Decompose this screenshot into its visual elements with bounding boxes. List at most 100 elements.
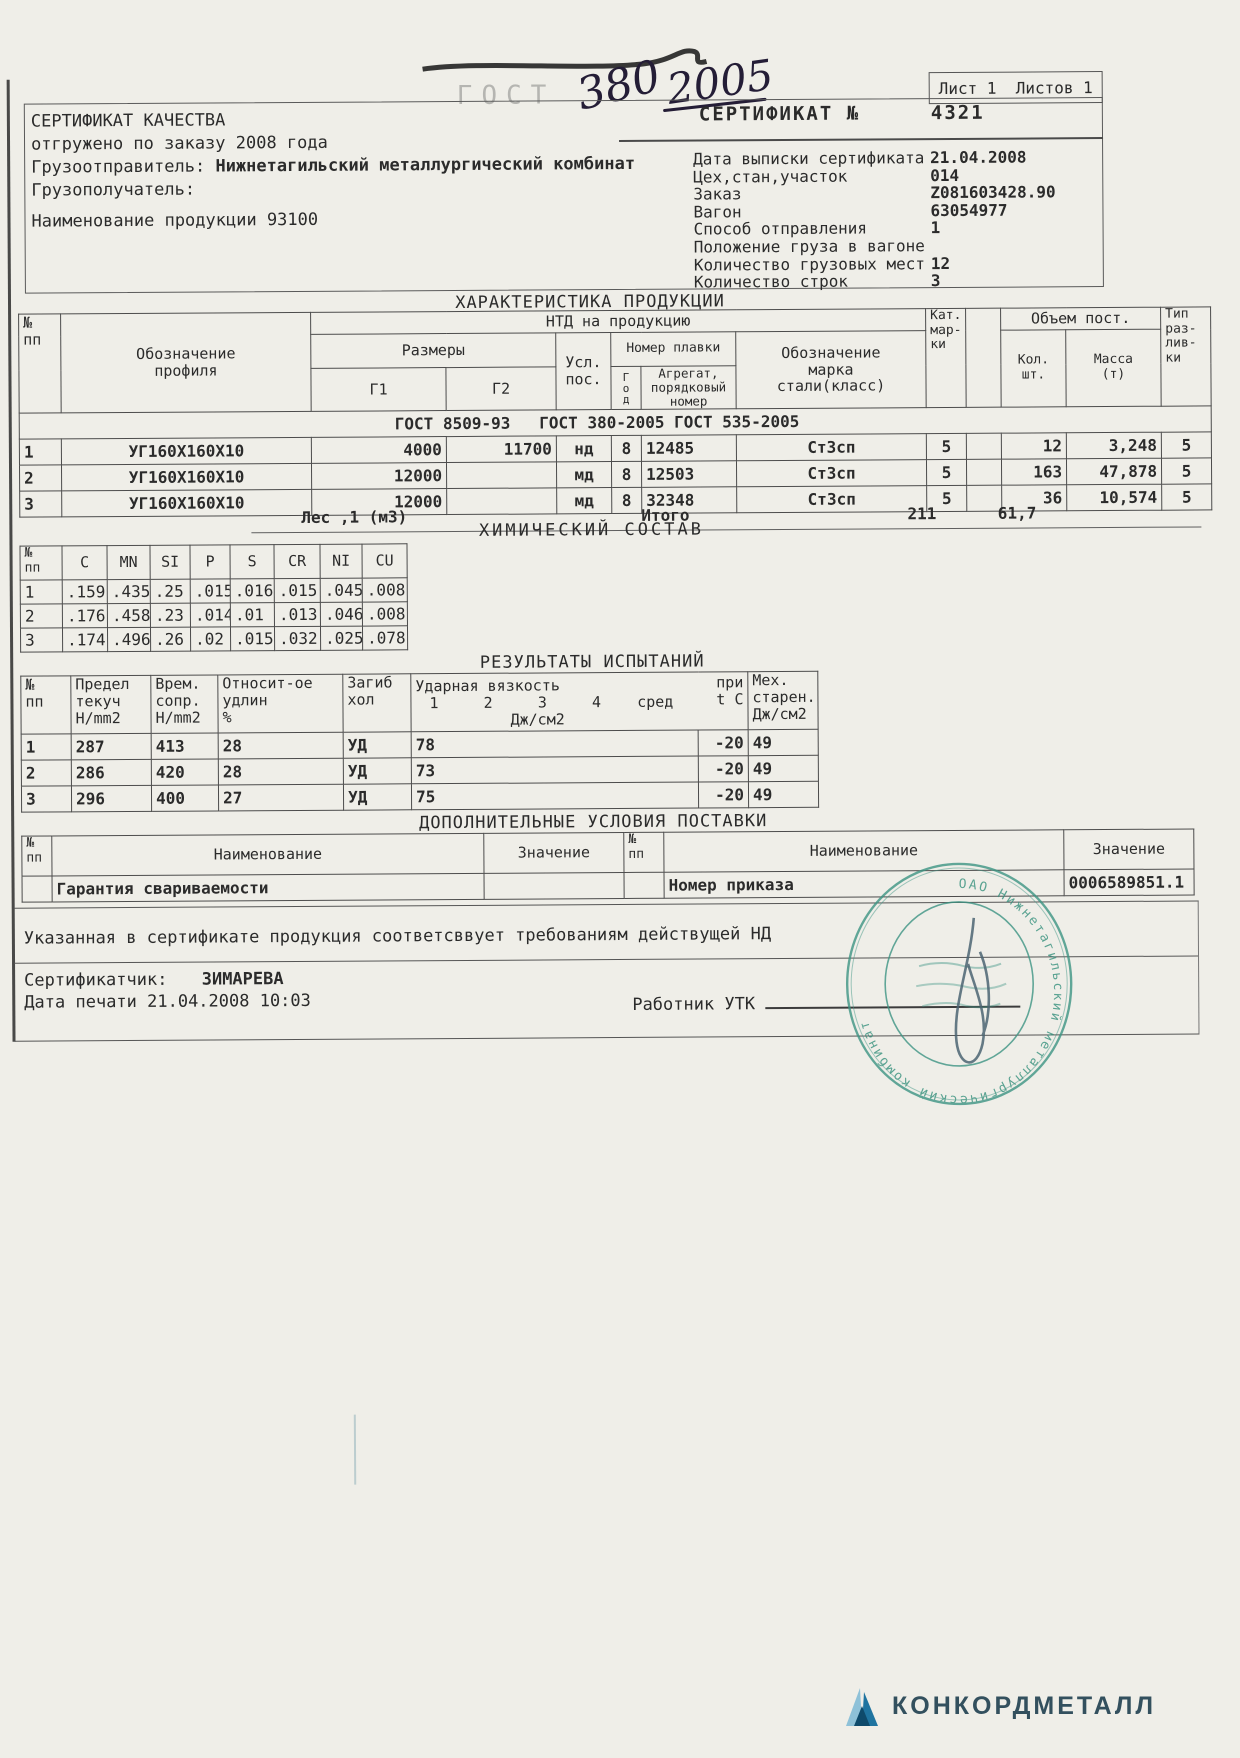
table-cell: .01 <box>230 602 275 627</box>
table-cell: 400 <box>151 784 219 812</box>
table-cell <box>446 487 557 515</box>
scan-smear-artifact <box>422 48 708 72</box>
table-cell <box>22 875 53 903</box>
table-cell <box>446 461 557 489</box>
col-g1: Г1 <box>310 367 447 412</box>
table-cell: 420 <box>151 758 219 786</box>
table-cell: УД <box>343 783 412 811</box>
col-silicon: SI <box>149 545 191 580</box>
col-yield-strength: Предел текуч Н/mm2 <box>70 675 152 734</box>
table-cell: 28 <box>218 758 344 785</box>
col-year: Г о д <box>610 366 642 410</box>
certificate-number-value: 4321 <box>930 101 985 125</box>
col-num-2: № пп <box>623 832 664 873</box>
col-profile: Обозначение профиля <box>60 312 312 413</box>
table-cell <box>966 433 1002 460</box>
table-cell: 49 <box>748 781 819 808</box>
col-name-1: Наименование <box>51 833 484 876</box>
table-cell: .176 <box>62 603 108 628</box>
col-blank <box>965 308 1002 408</box>
table-cell: 1 <box>19 438 62 466</box>
header-right-fields: Дата выписки сертификата 21.04.2008 Цех,с… <box>693 147 1102 292</box>
col-sulfur: S <box>229 544 275 579</box>
col-aggregate: Агрегат, порядковый номер <box>640 365 737 410</box>
table-cell: .02 <box>190 626 231 652</box>
table-cell: 3 <box>21 785 72 813</box>
scan-edge-artifact <box>6 79 16 1042</box>
table-cell: 1 <box>21 733 72 761</box>
table-cell: 73 <box>411 756 699 784</box>
table-cell: 413 <box>151 732 219 760</box>
col-elongation: Относит-ое удлин % <box>217 674 344 733</box>
table-row: 2.176.458.23.014.01.013.046.008 <box>20 601 408 629</box>
table-cell: 8 <box>611 435 642 462</box>
table-cell: .008 <box>362 577 408 603</box>
col-value-1: Значение <box>483 832 624 874</box>
col-steel-grade: Обозначение марка стали(класс) <box>735 330 927 409</box>
table-row: 3 296 400 27 УД 75 -20 49 <box>21 781 819 813</box>
table-cell: 2 <box>19 464 62 492</box>
table-cell: -20 <box>698 729 749 757</box>
table-cell: 11700 <box>446 435 557 463</box>
table-cell: .078 <box>362 625 408 651</box>
table-cell: -20 <box>698 755 749 783</box>
col-manganese: MN <box>106 545 151 580</box>
table-cell: 49 <box>748 755 819 782</box>
col-chromium: CR <box>273 544 321 579</box>
tests-header-row: № пп Предел текуч Н/mm2 Врем. сопр. Н/mm… <box>20 671 819 735</box>
table-cell: .013 <box>274 602 321 627</box>
conformity-statement: Указанная в сертификате продукция соотве… <box>23 924 772 949</box>
col-num: № пп <box>18 313 62 414</box>
table-cell: 12503 <box>641 460 737 488</box>
table-cell: 12485 <box>641 434 737 462</box>
certifier-line: Сертификатчик: ЗИМАРЕВА <box>24 969 284 991</box>
table-cell: нд <box>556 435 612 462</box>
col-usl: Усл. пос. <box>555 332 612 410</box>
table-cell: .25 <box>150 579 191 604</box>
col-num: № пп <box>19 545 63 581</box>
table-cell: 5 <box>1161 483 1212 511</box>
table-cell: 296 <box>71 785 152 812</box>
certificate-title: СЕРТИФИКАТ КАЧЕСТВА <box>30 110 226 132</box>
table-cell <box>483 872 625 900</box>
table-cell: УД <box>343 757 412 785</box>
col-impact-temp: при t C <box>716 673 744 709</box>
sheet-counter-label: Лист 1 Листов 1 <box>938 77 1093 98</box>
table-cell: .014 <box>190 602 231 628</box>
chemistry-title: ХИМИЧЕСКИЙ СОСТАВ <box>478 519 704 541</box>
table-cell: 27 <box>218 784 344 811</box>
table-cell: .26 <box>150 627 191 652</box>
table-cell: УГ160Х160Х10 <box>61 489 312 517</box>
shipper-line: Грузоотправитель: Нижнетагильский металл… <box>31 154 635 178</box>
table-cell: УГ160Х160Х10 <box>61 437 312 465</box>
table-cell: .045 <box>320 578 363 603</box>
utk-worker-label: Работник УТК <box>632 994 756 1015</box>
table-cell: 286 <box>71 759 152 786</box>
col-qty: Кол. шт. <box>1000 329 1067 408</box>
concord-logo: КОНКОРДМЕТАЛЛ <box>842 1682 1156 1730</box>
col-mech-aging: Мех. старен. Дж/см2 <box>747 671 819 730</box>
table-cell: .046 <box>320 602 363 627</box>
table-cell: 3 <box>20 627 63 653</box>
impact-unit: Дж/см2 <box>510 710 565 729</box>
col-carbon: C <box>61 545 108 580</box>
table-cell <box>623 872 665 899</box>
order-line: отгружено по заказу 2008 года <box>30 132 328 155</box>
col-nickel: NI <box>319 544 363 579</box>
col-num-1: № пп <box>21 835 53 877</box>
table-cell: 1 <box>20 579 63 605</box>
table-cell: .159 <box>62 579 108 604</box>
table-cell: УД <box>343 731 412 759</box>
table-cell: мд <box>556 487 612 514</box>
concord-logo-icon <box>846 1688 878 1726</box>
products-table: № пп Обозначение профиля НТД на продукци… <box>18 306 1212 518</box>
table-cell: .016 <box>230 578 275 603</box>
table-row: 3.174.496.26.02.015.032.025.078 <box>20 625 408 653</box>
col-volume-group: Объем пост. <box>1000 307 1161 331</box>
field-order: Заказ Z081603428.90 <box>693 182 1056 204</box>
col-num: № пп <box>20 675 72 735</box>
table-cell: 28 <box>218 732 344 759</box>
table-cell: .015 <box>274 578 321 603</box>
table-cell: .174 <box>62 627 108 652</box>
